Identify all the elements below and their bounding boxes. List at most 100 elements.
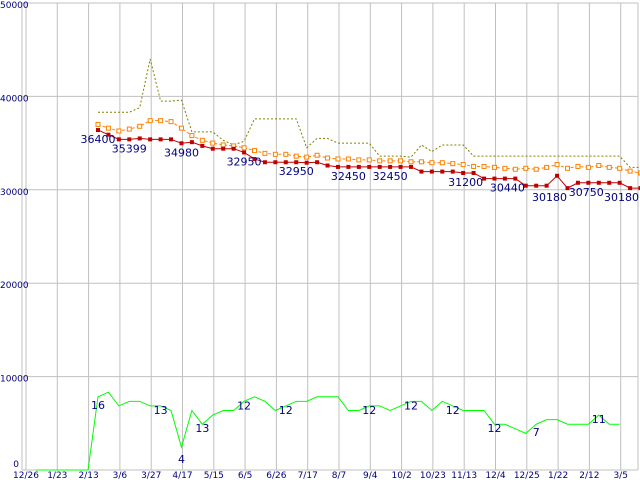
min-point: [294, 160, 299, 165]
average-point: [627, 168, 633, 174]
min-point: [607, 180, 612, 185]
average-point: [523, 165, 529, 171]
average-point: [325, 155, 331, 161]
y-tick-label: 50000: [0, 1, 29, 11]
average-point: [137, 123, 143, 129]
count-label: 11: [592, 413, 606, 426]
min-point: [137, 136, 142, 141]
average-point: [262, 150, 268, 156]
min-point: [450, 169, 455, 174]
x-tick-label: 3/5: [613, 471, 627, 480]
average-point: [116, 128, 122, 134]
count-label: 4: [178, 453, 185, 466]
average-point: [314, 152, 320, 158]
average-point: [126, 126, 132, 132]
price-label: 35399: [112, 142, 147, 155]
x-tick-label: 1/22: [548, 471, 568, 480]
min-point: [482, 176, 487, 181]
average-point: [168, 119, 174, 125]
x-tick-label: 12/26: [13, 471, 39, 480]
count-label: 7: [533, 426, 540, 439]
average-point: [387, 158, 393, 164]
price-label: 30440: [490, 182, 525, 195]
average-point: [272, 151, 278, 157]
min-point: [534, 183, 539, 188]
average-point: [189, 133, 195, 139]
min-point: [221, 146, 226, 151]
price-label: 30750: [569, 186, 604, 199]
price-label: 31200: [448, 176, 483, 189]
min-point: [596, 180, 601, 185]
average-point: [439, 160, 445, 166]
average-point: [533, 166, 539, 172]
min-point: [617, 180, 622, 185]
x-tick-label: 10/2: [391, 471, 411, 480]
min-point: [586, 180, 591, 185]
average-point: [377, 158, 383, 164]
x-tick-label: 2/12: [579, 471, 599, 480]
x-tick-label: 3/27: [141, 471, 161, 480]
min-point: [304, 160, 309, 165]
min-point: [492, 176, 497, 181]
min-point: [575, 180, 580, 185]
x-tick-label: 10/23: [420, 471, 446, 480]
min-point: [461, 170, 466, 175]
min-point: [273, 160, 278, 165]
average-point: [366, 157, 372, 163]
count-label: 13: [195, 422, 209, 435]
y-tick-label: 40000: [0, 94, 29, 104]
price-label: 36400: [81, 133, 116, 146]
x-tick-label: 12/25: [514, 471, 540, 480]
average-point: [418, 159, 424, 165]
price-label: 32950: [279, 165, 314, 178]
min-point: [158, 137, 163, 142]
min-point: [419, 169, 424, 174]
count-label: 12: [446, 404, 460, 417]
min-point: [346, 164, 351, 169]
min-point: [96, 128, 100, 133]
min-point: [189, 140, 194, 145]
average-point: [481, 163, 487, 169]
price-label: 32450: [331, 170, 366, 183]
min-point: [471, 170, 476, 175]
min-point: [377, 164, 382, 169]
average-point: [512, 166, 518, 172]
x-tick-label: 11/13: [451, 471, 477, 480]
average-point: [491, 164, 497, 170]
series-count-line: [36, 391, 620, 471]
average-point: [565, 165, 570, 171]
x-tick-label: 8/7: [332, 471, 346, 480]
price-label: 32450: [373, 170, 408, 183]
average-point: [178, 125, 184, 131]
average-point: [450, 161, 456, 167]
average-point: [220, 142, 226, 148]
average-point: [408, 159, 414, 165]
x-tick-label: 6/5: [238, 471, 252, 480]
min-point: [242, 150, 247, 155]
price-label: 34980: [164, 146, 199, 159]
average-point: [199, 137, 205, 143]
x-tick-label: 1/23: [47, 471, 67, 480]
min-point: [179, 141, 184, 146]
average-point: [335, 156, 341, 162]
min-point: [127, 137, 132, 142]
x-tick-label: 5/15: [204, 471, 224, 480]
x-tick-label: 6/26: [266, 471, 286, 480]
min-point: [315, 160, 320, 165]
y-tick-label: 0: [13, 460, 19, 470]
average-point: [544, 164, 550, 170]
y-tick-label: 10000: [0, 375, 29, 385]
min-point: [544, 183, 549, 188]
average-point: [471, 163, 477, 169]
min-point: [231, 146, 236, 151]
min-point: [555, 173, 560, 178]
count-label: 12: [487, 422, 501, 435]
average-point: [304, 154, 310, 160]
count-label: 12: [237, 399, 251, 412]
average-point: [105, 125, 111, 131]
average-point: [460, 162, 466, 168]
min-point: [440, 169, 445, 174]
min-point: [262, 160, 267, 165]
